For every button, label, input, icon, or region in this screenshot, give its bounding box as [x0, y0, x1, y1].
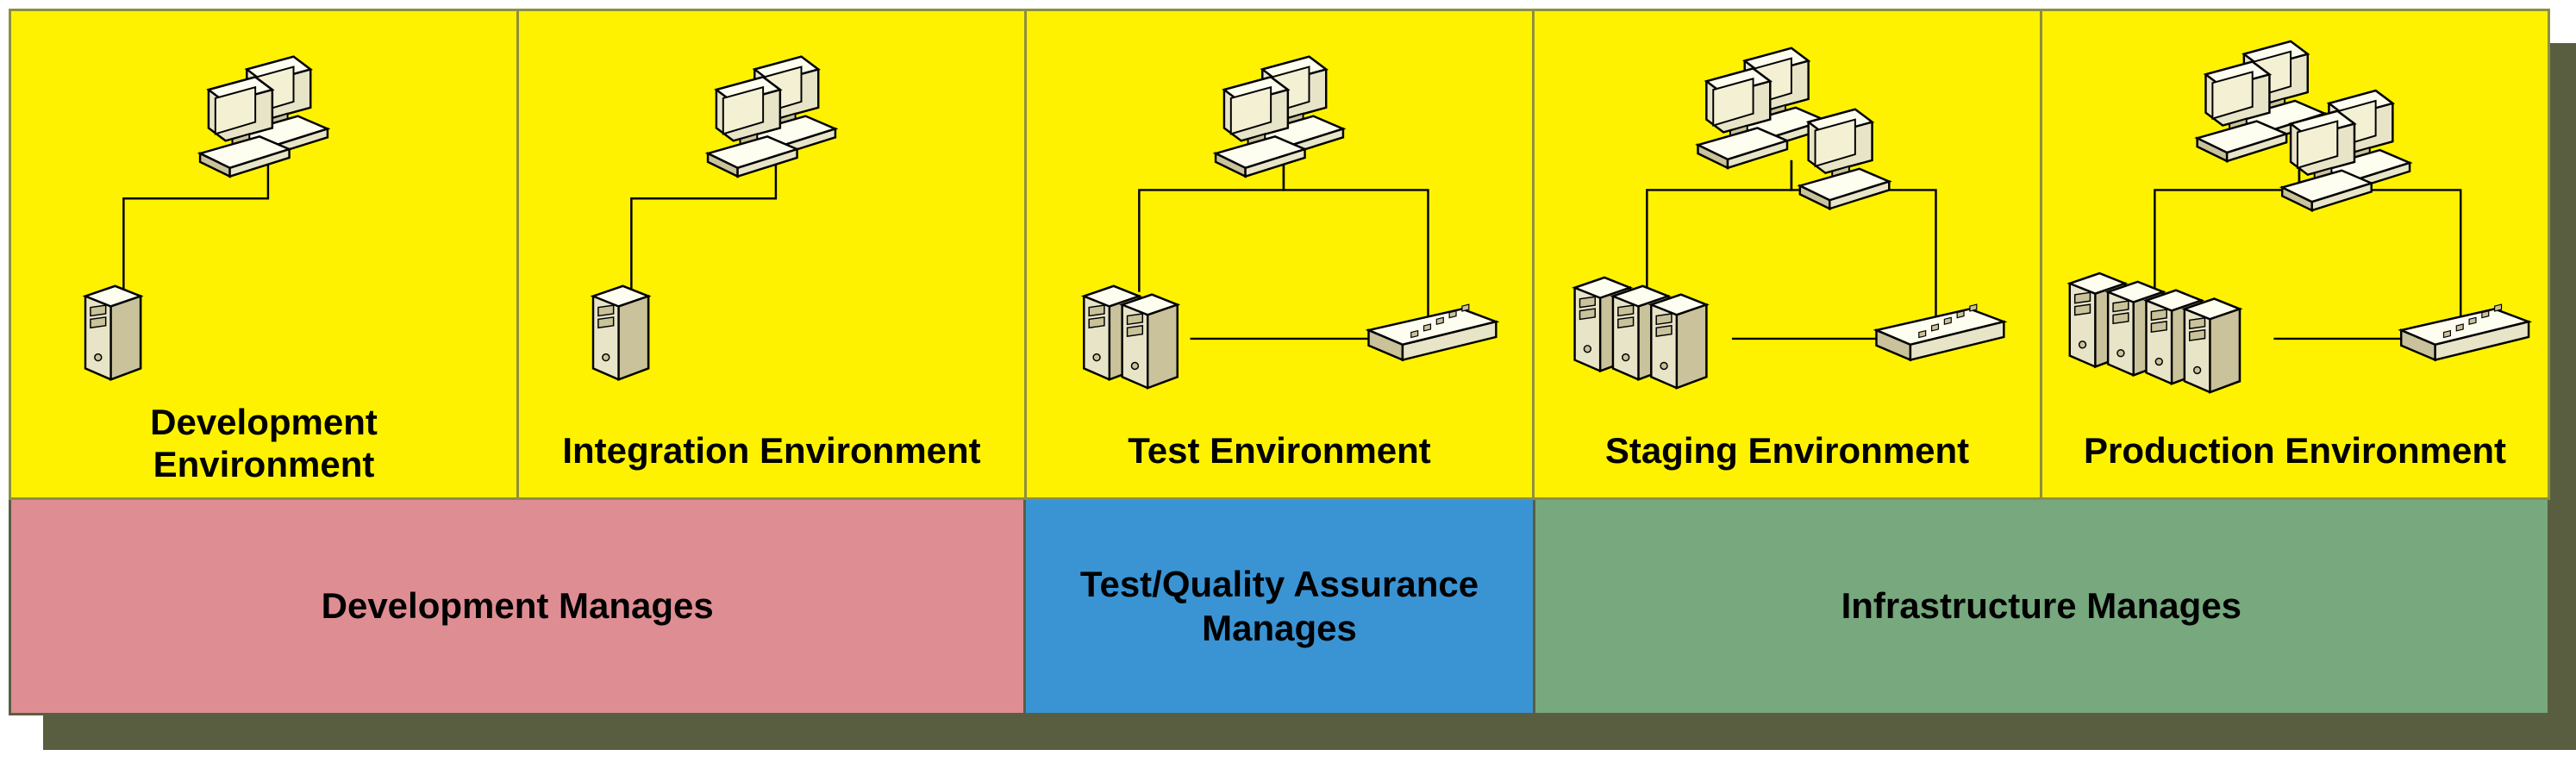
env-test: Test Environment	[1027, 9, 1535, 500]
pc-cluster-icon	[708, 57, 835, 177]
env-label: Staging Environment	[1597, 430, 1978, 497]
pc-cluster-icon	[200, 57, 328, 177]
env-test-icons	[1027, 37, 1532, 394]
mgr-dev: Development Manages	[9, 500, 1026, 715]
network-bar-icon	[1877, 304, 2004, 359]
server-tower-icon	[593, 286, 648, 379]
env-stg-icons	[1535, 37, 2040, 394]
environment-pipeline-diagram: DevelopmentEnvironment Integration Envir…	[9, 9, 2576, 753]
mgr-infra: Infrastructure Manages	[1535, 500, 2550, 715]
network-bar-icon	[2401, 304, 2529, 359]
env-dev: DevelopmentEnvironment	[9, 9, 519, 500]
manager-row: Development Manages Test/Quality Assuran…	[9, 500, 2550, 715]
env-int-icons	[519, 37, 1024, 394]
env-prod: Production Environment	[2042, 9, 2550, 500]
server-tower-icon	[2185, 299, 2240, 392]
server-tower-icon	[85, 286, 141, 379]
environment-row: DevelopmentEnvironment Integration Envir…	[9, 9, 2550, 500]
pc-icon	[1800, 109, 1890, 209]
env-dev-icons	[11, 37, 516, 394]
env-label: Production Environment	[2075, 430, 2515, 497]
mgr-qa: Test/Quality AssuranceManages	[1026, 500, 1535, 715]
server-tower-icon	[1651, 295, 1706, 388]
server-tower-icon	[1122, 295, 1178, 388]
pc-cluster-icon	[1216, 57, 1343, 177]
pc-cluster-icon	[1698, 48, 1826, 168]
env-prod-icons	[2042, 37, 2548, 394]
env-stg: Staging Environment	[1535, 9, 2042, 500]
network-bar-icon	[1369, 304, 1497, 359]
env-label: Integration Environment	[553, 430, 989, 497]
env-label: DevelopmentEnvironment	[141, 402, 386, 497]
env-int: Integration Environment	[519, 9, 1027, 500]
env-label: Test Environment	[1119, 430, 1440, 497]
